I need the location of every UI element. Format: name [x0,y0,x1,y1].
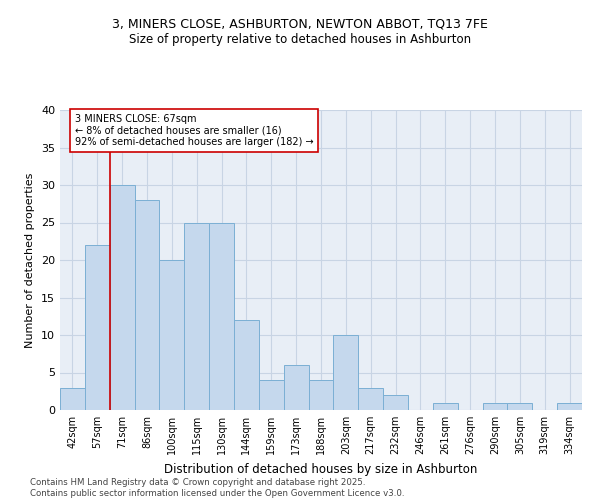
Bar [85,245,110,410]
Text: Contains HM Land Registry data © Crown copyright and database right 2025.
Contai: Contains HM Land Registry data © Crown c… [30,478,404,498]
Bar [160,260,184,410]
Text: 3 MINERS CLOSE: 67sqm
← 8% of detached houses are smaller (16)
92% of semi-detac: 3 MINERS CLOSE: 67sqm ← 8% of detached h… [75,114,314,147]
Bar [508,402,532,410]
Bar [334,335,358,410]
X-axis label: Distribution of detached houses by size in Ashburton: Distribution of detached houses by size … [164,462,478,475]
Bar [110,185,134,410]
Bar [60,388,85,410]
Bar [358,388,383,410]
Bar [284,365,308,410]
Bar [184,222,209,410]
Bar [433,402,458,410]
Bar [134,200,160,410]
Bar [557,402,582,410]
Bar [209,222,234,410]
Bar [482,402,508,410]
Text: 3, MINERS CLOSE, ASHBURTON, NEWTON ABBOT, TQ13 7FE: 3, MINERS CLOSE, ASHBURTON, NEWTON ABBOT… [112,18,488,30]
Y-axis label: Number of detached properties: Number of detached properties [25,172,35,348]
Text: Size of property relative to detached houses in Ashburton: Size of property relative to detached ho… [129,32,471,46]
Bar [234,320,259,410]
Bar [259,380,284,410]
Bar [383,395,408,410]
Bar [308,380,334,410]
